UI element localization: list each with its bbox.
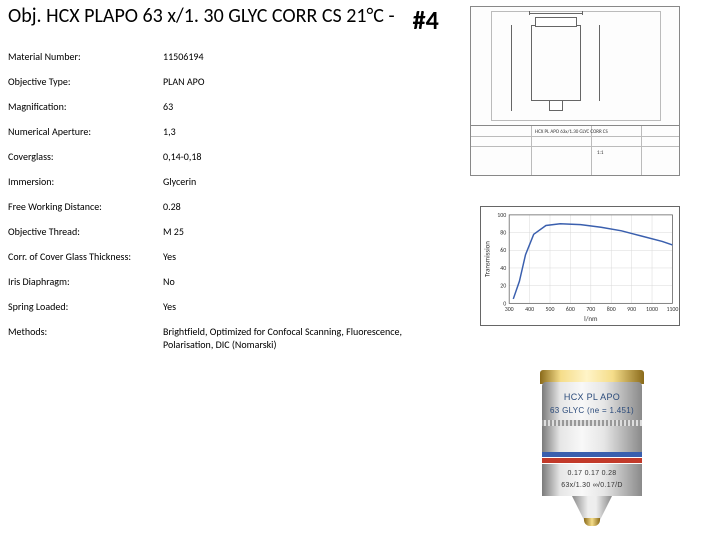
spec-value: PLAN APO <box>163 75 403 88</box>
spec-label: Spring Loaded: <box>8 300 163 313</box>
svg-text:60: 60 <box>500 246 506 254</box>
spec-label: Objective Thread: <box>8 225 163 238</box>
drawing-dim-vertical-right <box>599 25 600 101</box>
svg-text:100: 100 <box>497 211 506 219</box>
svg-text:1100: 1100 <box>666 305 678 313</box>
svg-text:40: 40 <box>500 264 506 272</box>
svg-text:800: 800 <box>607 305 616 313</box>
svg-text:400: 400 <box>525 305 534 313</box>
svg-text:500: 500 <box>546 305 555 313</box>
photo-etch-line4: 63x/1.30 ∞/0.17/D <box>546 482 638 489</box>
drawing-lens-tip <box>549 101 563 111</box>
chart-svg: 0204060801003004005006007008009001000110… <box>481 207 679 325</box>
svg-text:300: 300 <box>505 305 514 313</box>
svg-text:20: 20 <box>500 282 506 290</box>
spec-label: Free Working Distance: <box>8 200 163 213</box>
transmission-chart: 0204060801003004005006007008009001000110… <box>480 206 680 326</box>
slide-number: #4 <box>413 4 439 36</box>
spec-label: Immersion: <box>8 175 163 188</box>
drawing-lens-body <box>531 25 581 101</box>
spec-value: 11506194 <box>163 50 403 63</box>
svg-text:1000: 1000 <box>646 305 658 313</box>
spec-label: Coverglass: <box>8 150 163 163</box>
spec-label: Methods: <box>8 325 163 351</box>
spec-label: Numerical Aperture: <box>8 125 163 138</box>
objective-photo: HCX PL APO 63 GLYC (ne = 1.451) 0.17 0.1… <box>484 352 694 532</box>
drawing-dim-vertical-left <box>511 25 512 111</box>
drawing-lens-top <box>535 17 577 27</box>
photo-ring-red <box>542 458 642 463</box>
photo-etch-line1: HCX PL APO <box>546 392 638 402</box>
photo-lower-barrel <box>542 464 642 496</box>
spec-label: Material Number: <box>8 50 163 63</box>
photo-knurl <box>542 420 642 426</box>
spec-label: Objective Type: <box>8 75 163 88</box>
photo-etch-line2: 63 GLYC (ne = 1.451) <box>546 406 638 415</box>
svg-text:l/nm: l/nm <box>584 314 598 323</box>
spec-value: 63 <box>163 100 403 113</box>
spec-label: Iris Diaphragm: <box>8 275 163 288</box>
spec-label: Magnification: <box>8 100 163 113</box>
photo-tip <box>584 518 600 526</box>
spec-value: 1,3 <box>163 125 403 138</box>
svg-text:700: 700 <box>586 305 595 313</box>
svg-text:600: 600 <box>566 305 575 313</box>
spec-value: Yes <box>163 250 403 263</box>
technical-drawing: HCX PL APO 63x/1.30 GLYC CORR CS 1:1 <box>470 6 680 176</box>
spec-value: M 25 <box>163 225 403 238</box>
spec-label: Corr. of Cover Glass Thickness: <box>8 250 163 263</box>
photo-etch-line3: 0.17 0.17 0.28 <box>546 470 638 477</box>
svg-text:900: 900 <box>627 305 636 313</box>
title-trail: - <box>384 4 395 28</box>
title-text: Obj. HCX PLAPO 63 x/1. 30 GLYC CORR CS 2… <box>8 4 384 28</box>
spec-value: 0,14-0,18 <box>163 150 403 163</box>
drawing-title-block: HCX PL APO 63x/1.30 GLYC CORR CS 1:1 <box>471 125 679 175</box>
svg-text:Transmission: Transmission <box>483 241 492 277</box>
spec-value: No <box>163 275 403 288</box>
drawing-dim-horizontal <box>529 13 583 14</box>
spec-value: Yes <box>163 300 403 313</box>
photo-ring-blue <box>542 452 642 457</box>
page-title: Obj. HCX PLAPO 63 x/1. 30 GLYC CORR CS 2… <box>8 4 395 28</box>
spec-value: Glycerin <box>163 175 403 188</box>
drawing-title-text: HCX PL APO 63x/1.30 GLYC CORR CS <box>535 129 608 135</box>
spec-value: Brightfield, Optimized for Confocal Scan… <box>163 325 403 351</box>
svg-text:80: 80 <box>500 229 506 237</box>
spec-value: 0.28 <box>163 200 403 213</box>
photo-cone <box>572 496 612 520</box>
drawing-scale-text: 1:1 <box>597 150 603 156</box>
